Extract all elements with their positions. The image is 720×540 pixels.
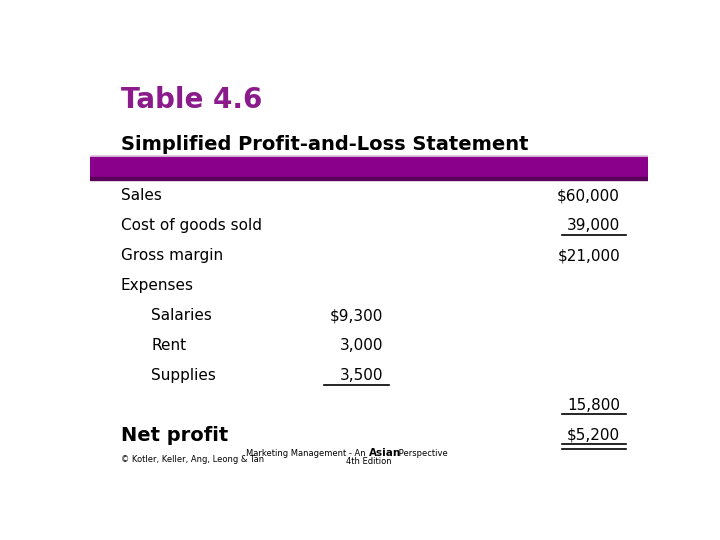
Text: 4th Edition: 4th Edition: [346, 457, 392, 466]
Text: Asian: Asian: [369, 448, 401, 458]
Text: Rent: Rent: [151, 338, 186, 353]
Text: Net profit: Net profit: [121, 426, 228, 445]
Text: Simplified Profit-and-Loss Statement: Simplified Profit-and-Loss Statement: [121, 136, 528, 154]
Text: 39,000: 39,000: [567, 218, 620, 233]
Text: 3,000: 3,000: [339, 338, 383, 353]
Text: 15,800: 15,800: [567, 398, 620, 413]
Text: $21,000: $21,000: [557, 248, 620, 263]
Text: $60,000: $60,000: [557, 188, 620, 203]
Bar: [90, 156, 648, 177]
Bar: [90, 177, 648, 180]
Text: Cost of goods sold: Cost of goods sold: [121, 218, 261, 233]
Text: Expenses: Expenses: [121, 278, 194, 293]
Text: Sales: Sales: [121, 188, 161, 203]
Text: Perspective: Perspective: [396, 449, 448, 458]
Text: $9,300: $9,300: [330, 308, 383, 323]
Text: 3,500: 3,500: [339, 368, 383, 383]
Text: Table 4.6: Table 4.6: [121, 85, 262, 113]
Bar: [90, 65, 648, 156]
Text: $5,200: $5,200: [567, 428, 620, 443]
Text: Marketing Management - An: Marketing Management - An: [246, 449, 369, 458]
Text: © Kotler, Keller, Ang, Leong & Tan: © Kotler, Keller, Ang, Leong & Tan: [121, 455, 264, 464]
Text: Supplies: Supplies: [151, 368, 216, 383]
Text: Gross margin: Gross margin: [121, 248, 222, 263]
Text: Salaries: Salaries: [151, 308, 212, 323]
